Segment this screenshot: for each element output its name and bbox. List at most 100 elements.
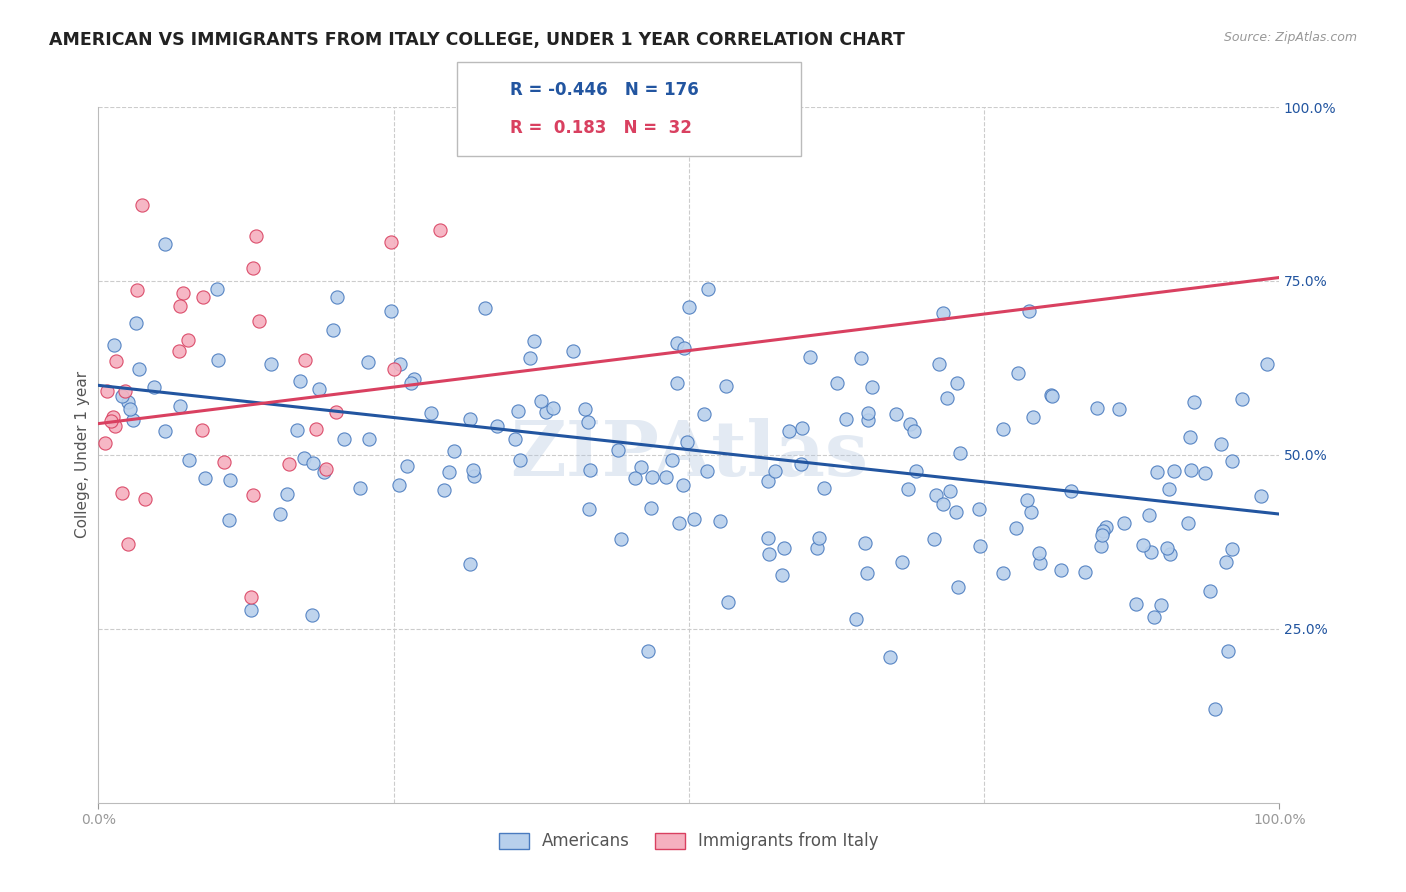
Point	[1004, 521, 1026, 535]
Point	[1018, 303, 1040, 318]
Point	[1163, 464, 1185, 478]
Point	[993, 422, 1015, 436]
Point	[153, 424, 176, 438]
Point	[458, 412, 481, 426]
Point	[240, 603, 263, 617]
Point	[218, 473, 240, 487]
Point	[505, 432, 527, 446]
Point	[1028, 546, 1050, 560]
Point	[898, 417, 921, 432]
Point	[506, 404, 529, 418]
Point	[1095, 520, 1118, 534]
Point	[103, 410, 125, 425]
Point	[630, 460, 652, 475]
Point	[789, 458, 811, 472]
Point	[463, 463, 485, 477]
Point	[717, 595, 740, 609]
Point	[969, 539, 991, 553]
Point	[242, 488, 264, 502]
Point	[696, 464, 718, 478]
Point	[1040, 388, 1063, 402]
Point	[523, 334, 546, 348]
Point	[624, 471, 647, 485]
Point	[247, 314, 270, 328]
Point	[678, 301, 700, 315]
Point	[665, 376, 688, 390]
Point	[1050, 563, 1073, 577]
Point	[117, 537, 139, 551]
Point	[1220, 542, 1243, 557]
Point	[778, 424, 800, 438]
Point	[242, 261, 264, 276]
Point	[122, 413, 145, 427]
Point	[509, 453, 531, 467]
Point	[395, 459, 418, 474]
Point	[640, 470, 662, 484]
Point	[946, 376, 969, 390]
Point	[672, 478, 695, 492]
Point	[1146, 466, 1168, 480]
Point	[932, 306, 955, 320]
Point	[1143, 610, 1166, 624]
Point	[1140, 544, 1163, 558]
Point	[325, 290, 347, 304]
Point	[1150, 599, 1173, 613]
Point	[946, 580, 969, 594]
Point	[103, 338, 125, 352]
Point	[443, 443, 465, 458]
Point	[388, 477, 411, 491]
Point	[1019, 505, 1042, 519]
Text: ZIPAtlas: ZIPAtlas	[510, 418, 868, 491]
Point	[668, 516, 690, 530]
Point	[1090, 539, 1112, 553]
Point	[948, 446, 970, 460]
Point	[665, 336, 688, 351]
Point	[194, 471, 217, 485]
Point	[860, 380, 883, 394]
Point	[813, 481, 835, 495]
Point	[578, 502, 600, 516]
Point	[100, 414, 122, 428]
Point	[212, 455, 235, 469]
Point	[945, 505, 967, 519]
Point	[1194, 467, 1216, 481]
Point	[118, 402, 141, 417]
Point	[111, 388, 134, 402]
Point	[380, 303, 402, 318]
Point	[169, 344, 191, 359]
Point	[134, 491, 156, 506]
Point	[429, 222, 451, 236]
Point	[287, 423, 309, 437]
Point	[1180, 462, 1202, 476]
Point	[1215, 555, 1237, 569]
Point	[519, 351, 541, 365]
Point	[177, 453, 200, 467]
Point	[672, 342, 695, 356]
Point	[637, 644, 659, 658]
Point	[1177, 516, 1199, 530]
Point	[1029, 556, 1052, 570]
Point	[191, 423, 214, 437]
Point	[661, 452, 683, 467]
Point	[1209, 437, 1232, 451]
Point	[925, 488, 948, 502]
Point	[1108, 402, 1130, 417]
Point	[827, 376, 849, 391]
Text: R =  0.183   N =  32: R = 0.183 N = 32	[510, 120, 692, 137]
Point	[357, 354, 380, 368]
Point	[1250, 489, 1272, 503]
Point	[155, 237, 177, 252]
Point	[463, 469, 485, 483]
Point	[322, 323, 344, 337]
Point	[856, 413, 879, 427]
Point	[382, 362, 405, 376]
Point	[1156, 541, 1178, 555]
Point	[432, 483, 454, 497]
Point	[709, 514, 731, 528]
Point	[437, 465, 460, 479]
Point	[936, 391, 959, 405]
Point	[125, 316, 148, 330]
Point	[1220, 453, 1243, 467]
Point	[359, 432, 381, 446]
Point	[1114, 516, 1136, 530]
